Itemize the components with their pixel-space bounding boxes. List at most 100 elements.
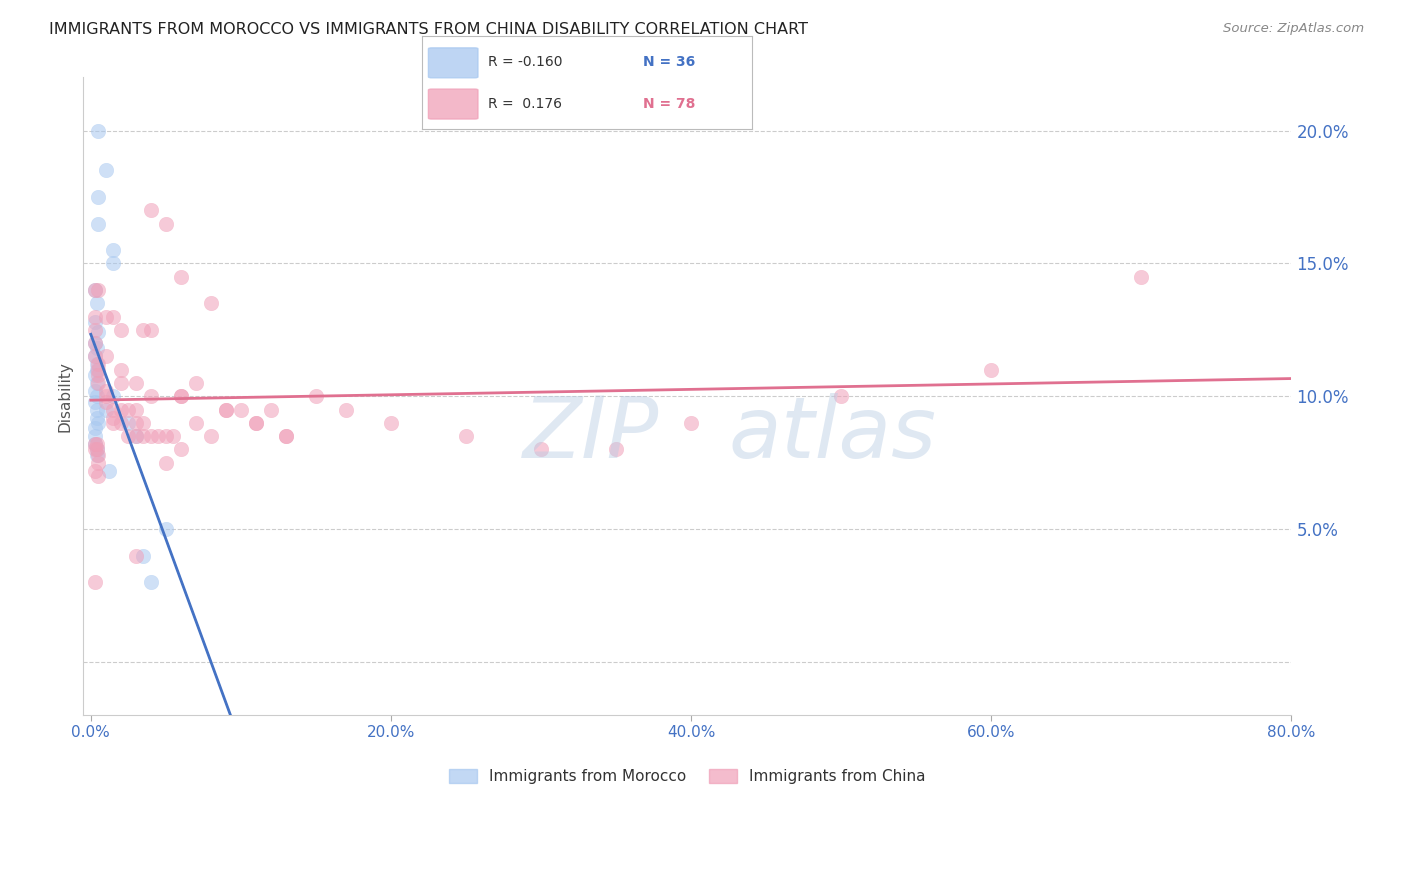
Point	[84, 315, 107, 329]
Point	[139, 323, 162, 337]
Point	[84, 336, 107, 351]
Point	[170, 442, 193, 457]
Point	[681, 416, 703, 430]
Point	[84, 575, 107, 590]
Point	[94, 310, 117, 324]
Point	[335, 402, 357, 417]
Point	[274, 429, 297, 443]
Point	[125, 429, 148, 443]
Point	[305, 389, 328, 403]
Point	[103, 402, 125, 417]
Point	[94, 384, 117, 398]
Text: IMMIGRANTS FROM MOROCCO VS IMMIGRANTS FROM CHINA DISABILITY CORRELATION CHART: IMMIGRANTS FROM MOROCCO VS IMMIGRANTS FR…	[49, 22, 808, 37]
Text: ZIP: ZIP	[523, 393, 659, 476]
Point	[84, 464, 107, 478]
Point	[170, 269, 193, 284]
Text: N = 36: N = 36	[643, 55, 696, 69]
Text: N = 78: N = 78	[643, 97, 696, 111]
Point	[103, 256, 125, 270]
Point	[84, 368, 107, 382]
Point	[155, 522, 177, 536]
Point	[162, 429, 184, 443]
Point	[84, 283, 107, 297]
Point	[830, 389, 852, 403]
Point	[87, 416, 110, 430]
Point	[87, 283, 110, 297]
Point	[155, 429, 177, 443]
Point	[110, 362, 132, 376]
FancyBboxPatch shape	[429, 48, 478, 78]
Point	[132, 549, 155, 563]
Point	[84, 437, 107, 451]
Point	[170, 389, 193, 403]
Point	[86, 448, 108, 462]
Text: R = -0.160: R = -0.160	[488, 55, 562, 69]
Point	[110, 402, 132, 417]
Point	[84, 310, 107, 324]
Point	[84, 442, 107, 457]
Point	[84, 350, 107, 364]
Point	[139, 389, 162, 403]
Point	[86, 362, 108, 376]
Point	[87, 362, 110, 376]
Point	[94, 402, 117, 417]
Point	[87, 357, 110, 371]
Point	[94, 389, 117, 403]
Point	[155, 456, 177, 470]
Text: Source: ZipAtlas.com: Source: ZipAtlas.com	[1223, 22, 1364, 36]
Point	[117, 429, 139, 443]
Point	[86, 376, 108, 390]
Point	[980, 362, 1002, 376]
Point	[139, 575, 162, 590]
Point	[125, 416, 148, 430]
Point	[110, 323, 132, 337]
Point	[86, 342, 108, 356]
Y-axis label: Disability: Disability	[58, 361, 72, 432]
Point	[86, 389, 108, 403]
Point	[530, 442, 553, 457]
Point	[87, 217, 110, 231]
Point	[87, 190, 110, 204]
Point	[84, 437, 107, 451]
Point	[132, 323, 155, 337]
Point	[170, 389, 193, 403]
Point	[87, 326, 110, 340]
Point	[103, 243, 125, 257]
Point	[117, 402, 139, 417]
Point	[132, 416, 155, 430]
Point	[184, 416, 207, 430]
Point	[87, 448, 110, 462]
Point	[94, 394, 117, 409]
Point	[125, 402, 148, 417]
Point	[245, 416, 267, 430]
Point	[86, 296, 108, 310]
Point	[380, 416, 402, 430]
Text: atlas: atlas	[728, 393, 936, 476]
Point	[260, 402, 283, 417]
Point	[245, 416, 267, 430]
Point	[125, 429, 148, 443]
Point	[117, 416, 139, 430]
Point	[87, 376, 110, 390]
Point	[605, 442, 627, 457]
Point	[274, 429, 297, 443]
Point	[84, 336, 107, 351]
Point	[87, 456, 110, 470]
Point	[215, 402, 238, 417]
Point	[200, 296, 222, 310]
Point	[110, 416, 132, 430]
Point	[84, 384, 107, 398]
Point	[229, 402, 252, 417]
Point	[103, 416, 125, 430]
Point	[87, 368, 110, 382]
Point	[103, 310, 125, 324]
Point	[184, 376, 207, 390]
Point	[103, 410, 125, 425]
Point	[148, 429, 170, 443]
Point	[454, 429, 477, 443]
Point	[132, 429, 155, 443]
Point	[103, 389, 125, 403]
Point	[86, 437, 108, 451]
Point	[97, 464, 120, 478]
Point	[200, 429, 222, 443]
